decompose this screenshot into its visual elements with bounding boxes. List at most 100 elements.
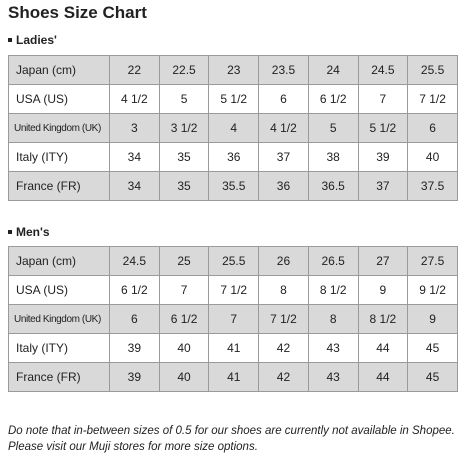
size-cell: 4 1/2 [109, 84, 160, 114]
size-cell: 43 [307, 362, 359, 392]
size-cell: 8 [258, 275, 309, 305]
bullet-icon [8, 37, 12, 42]
size-cell: 9 [357, 275, 409, 305]
size-cell: 25 [158, 246, 210, 276]
size-cell: 24.5 [357, 55, 409, 85]
mens-size-table: Japan (cm) 24.5 25 25.5 26 26.5 27 27.5 USA (US)… [8, 246, 458, 392]
size-cell: 39 [109, 333, 160, 363]
size-cell: 42 [258, 362, 309, 392]
row-header: Japan (cm) [8, 246, 110, 276]
size-cell: 24.5 [109, 246, 160, 276]
size-cell: 6 1/2 [307, 84, 359, 114]
size-cell: 6 1/2 [158, 304, 210, 334]
size-cell: 9 [407, 304, 458, 334]
size-cell: 7 [208, 304, 260, 334]
size-cell: 36.5 [307, 171, 359, 201]
table-row: USA (US) 4 1/2 5 5 1/2 6 6 1/2 7 7 1/2 [8, 84, 458, 114]
size-cell: 39 [109, 362, 160, 392]
table-row: Japan (cm) 22 22.5 23 23.5 24 24.5 25.5 [8, 55, 458, 85]
row-header: United Kingdom (UK) [8, 113, 110, 143]
size-cell: 26.5 [307, 246, 359, 276]
size-cell: 5 [307, 113, 359, 143]
size-cell: 25.5 [208, 246, 260, 276]
availability-note: Do note that in-between sizes of 0.5 for… [8, 423, 470, 455]
table-row: Italy (ITY) 39 40 41 42 43 44 45 [8, 333, 458, 363]
row-header: United Kingdom (UK) [8, 304, 110, 334]
size-cell: 24 [307, 55, 359, 85]
size-cell: 5 [158, 84, 210, 114]
size-cell: 35 [158, 171, 210, 201]
size-cell: 23 [208, 55, 260, 85]
section-label-text: Ladies' [16, 33, 57, 47]
table-row: Italy (ITY) 34 35 36 37 38 39 40 [8, 142, 458, 172]
size-cell: 45 [407, 362, 458, 392]
size-cell: 36 [258, 171, 309, 201]
row-header: France (FR) [8, 171, 110, 201]
size-cell: 7 1/2 [208, 275, 260, 305]
size-cell: 25.5 [407, 55, 458, 85]
size-cell: 23.5 [258, 55, 309, 85]
note-line: Do note that in-between sizes of 0.5 for… [8, 425, 455, 437]
mens-table-body: Japan (cm) 24.5 25 25.5 26 26.5 27 27.5 USA (US)… [8, 246, 458, 392]
size-cell: 41 [208, 333, 260, 363]
size-cell: 38 [307, 142, 359, 172]
size-cell: 34 [109, 142, 160, 172]
ladies-table-body: Japan (cm) 22 22.5 23 23.5 24 24.5 25.5 USA (US)… [8, 55, 458, 201]
table-row: France (FR) 34 35 35.5 36 36.5 37 37.5 [8, 171, 458, 201]
row-header: Japan (cm) [8, 55, 110, 85]
section-label-ladies: Ladies' [8, 33, 57, 47]
size-cell: 45 [407, 333, 458, 363]
size-cell: 36 [208, 142, 260, 172]
bullet-icon [8, 229, 12, 234]
size-cell: 37.5 [407, 171, 458, 201]
size-cell: 37 [258, 142, 309, 172]
size-cell: 4 [208, 113, 260, 143]
size-cell: 35 [158, 142, 210, 172]
row-header: USA (US) [8, 84, 110, 114]
size-cell: 8 1/2 [357, 304, 409, 334]
size-cell: 44 [357, 362, 409, 392]
size-cell: 7 [357, 84, 409, 114]
size-cell: 43 [307, 333, 359, 363]
size-cell: 26 [258, 246, 309, 276]
size-cell: 5 1/2 [208, 84, 260, 114]
size-cell: 6 1/2 [109, 275, 160, 305]
ladies-size-table: Japan (cm) 22 22.5 23 23.5 24 24.5 25.5 USA (US)… [8, 55, 458, 201]
size-cell: 8 1/2 [307, 275, 359, 305]
size-cell: 3 1/2 [158, 113, 210, 143]
size-cell: 42 [258, 333, 309, 363]
size-cell: 22 [109, 55, 160, 85]
size-cell: 39 [357, 142, 409, 172]
size-cell: 4 1/2 [258, 113, 309, 143]
size-cell: 37 [357, 171, 409, 201]
size-cell: 3 [109, 113, 160, 143]
size-cell: 5 1/2 [357, 113, 409, 143]
size-cell: 7 1/2 [258, 304, 309, 334]
size-cell: 6 [258, 84, 309, 114]
row-header: France (FR) [8, 362, 110, 392]
size-cell: 27 [357, 246, 409, 276]
size-cell: 34 [109, 171, 160, 201]
size-cell: 6 [407, 113, 458, 143]
size-cell: 44 [357, 333, 409, 363]
table-row: Japan (cm) 24.5 25 25.5 26 26.5 27 27.5 [8, 246, 458, 276]
note-line: Please visit our Muji stores for more si… [8, 441, 258, 453]
size-cell: 40 [158, 333, 210, 363]
size-cell: 9 1/2 [407, 275, 458, 305]
size-cell: 40 [158, 362, 210, 392]
page-title: Shoes Size Chart [8, 3, 147, 22]
row-header: USA (US) [8, 275, 110, 305]
table-row: France (FR) 39 40 41 42 43 44 45 [8, 362, 458, 392]
size-cell: 8 [307, 304, 359, 334]
section-label-mens: Men's [8, 225, 50, 239]
section-label-text: Men's [16, 225, 50, 239]
row-header: Italy (ITY) [8, 333, 110, 363]
row-header: Italy (ITY) [8, 142, 110, 172]
table-row: United Kingdom (UK) 3 3 1/2 4 4 1/2 5 5 1/2 6 [8, 113, 458, 143]
size-cell: 35.5 [208, 171, 260, 201]
size-cell: 22.5 [158, 55, 210, 85]
size-cell: 41 [208, 362, 260, 392]
table-row: United Kingdom (UK) 6 6 1/2 7 7 1/2 8 8 1/2 9 [8, 304, 458, 334]
size-cell: 6 [109, 304, 160, 334]
size-cell: 7 1/2 [407, 84, 458, 114]
